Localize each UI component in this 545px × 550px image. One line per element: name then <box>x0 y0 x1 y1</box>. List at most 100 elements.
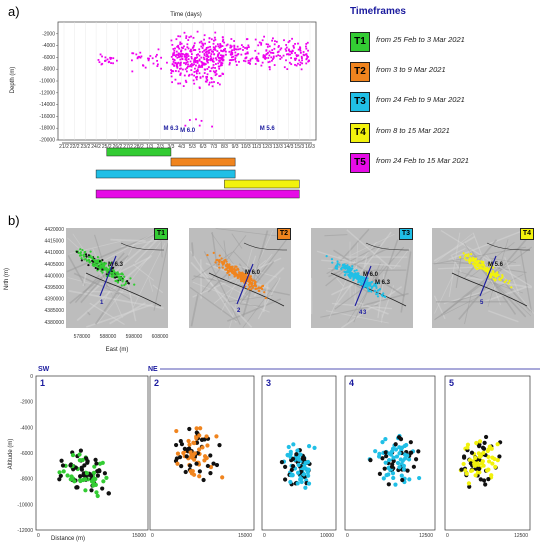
depth-point <box>180 61 182 64</box>
epicentre-point <box>248 285 252 288</box>
depth-point <box>257 60 260 62</box>
hypocentre-point <box>174 456 179 461</box>
depth-point <box>262 54 265 56</box>
depth-point <box>271 51 274 54</box>
depth-point <box>179 55 182 58</box>
hypocentre-point <box>459 467 464 472</box>
y-ticks: -2000 -4000 -6000 -8000 -10000 -12000 -14000 -1… <box>39 31 58 144</box>
epicentre-point <box>366 287 369 290</box>
magnitude-label: M 6.3 <box>163 126 179 132</box>
timeframe-badge: T5 <box>350 153 370 173</box>
depth-point <box>193 44 195 47</box>
depth-point <box>231 53 234 56</box>
epicentre-point <box>228 273 231 276</box>
depth-point <box>230 46 232 49</box>
depth-point <box>245 38 248 41</box>
x-tick-label: 15/3 <box>294 144 304 150</box>
hypocentre-point <box>298 477 303 482</box>
depth-point <box>214 45 217 48</box>
epicentre-point <box>215 258 218 262</box>
hypocentre-point <box>100 486 105 491</box>
epicentre-point <box>353 269 356 272</box>
depth-point <box>219 64 222 67</box>
depth-point <box>280 47 283 50</box>
relief-stroke <box>229 247 253 328</box>
hypocentre-point <box>291 442 296 447</box>
timeframe-bar-t5 <box>95 189 300 199</box>
hypocentre-point <box>477 444 482 449</box>
hypocentre-point <box>413 457 419 462</box>
hypocentre-point <box>381 476 386 481</box>
relief-stroke <box>347 241 377 277</box>
depth-point <box>210 53 213 55</box>
depth-point <box>189 64 192 66</box>
hypocentre-point <box>84 471 90 476</box>
x-tick-label: 5/3 <box>189 144 196 150</box>
epicentre-point <box>485 269 488 273</box>
epicentre-point <box>243 273 246 276</box>
depth-point <box>294 43 296 45</box>
hypocentre-point <box>199 437 205 442</box>
relief-stroke <box>80 252 125 304</box>
hypocentre-point <box>194 430 199 435</box>
depth-point <box>217 54 219 57</box>
section-number: 1 <box>40 378 45 388</box>
depth-point <box>185 61 188 64</box>
depth-point <box>156 53 158 56</box>
epicentre-point <box>212 251 215 255</box>
epicentre-point <box>217 263 220 266</box>
hypocentre-point <box>461 454 467 459</box>
map-label: 3 <box>363 310 367 316</box>
depth-point <box>204 42 206 45</box>
depth-point <box>200 40 203 43</box>
epicentre-point <box>263 291 266 294</box>
section-x-tick: 15000 <box>238 533 252 539</box>
section-panel-3: 3 0 10000 <box>261 375 337 539</box>
epicentre-point <box>81 248 84 252</box>
depth-point <box>198 50 201 53</box>
depth-point <box>198 41 201 44</box>
hypocentre-point <box>391 458 396 464</box>
depth-point <box>247 44 250 47</box>
section-panel-4: 4 0 12500 <box>344 375 436 539</box>
depth-point <box>247 46 250 49</box>
depth-point <box>207 66 210 69</box>
depth-point <box>194 59 196 61</box>
fault-line <box>85 272 162 307</box>
depth-point <box>170 75 173 78</box>
depth-point <box>228 62 231 64</box>
relief-stroke <box>93 228 164 267</box>
hypocentre-point <box>298 452 303 457</box>
hypocentre-point <box>80 457 85 463</box>
map-y-ticks: 4420000 4415000 4410000 4405000 4400000 43950… <box>45 227 65 326</box>
hypocentre-point <box>461 461 466 467</box>
depth-point <box>265 57 267 59</box>
hypocentre-point <box>389 464 395 469</box>
depth-point <box>272 58 274 60</box>
depth-point <box>269 51 272 54</box>
depth-point <box>233 47 236 49</box>
hypocentre-point <box>294 452 299 457</box>
depth-point <box>219 44 222 47</box>
depth-point <box>131 59 133 62</box>
epicentre-point <box>106 270 109 274</box>
depth-point <box>185 37 188 39</box>
hypocentre-point <box>205 443 210 448</box>
y-tick-label: -8000 <box>42 67 55 73</box>
epicentre-point <box>347 266 350 269</box>
depth-point <box>268 68 271 71</box>
depth-point <box>193 82 196 85</box>
hypocentre-point <box>393 482 398 487</box>
depth-point <box>307 60 310 63</box>
timeframe-row-t1: T1 from 25 Feb to 3 Mar 2021 <box>350 32 545 52</box>
hypocentre-point <box>202 454 208 459</box>
hypocentre-point <box>486 476 491 482</box>
depth-point <box>191 47 194 49</box>
hypocentre-point <box>57 477 62 482</box>
depth-point <box>201 42 204 45</box>
depth-point <box>179 58 182 61</box>
hypocentre-point <box>205 463 210 469</box>
hypocentre-point <box>295 448 300 453</box>
relief-stroke <box>82 272 88 287</box>
depth-point <box>171 63 174 66</box>
